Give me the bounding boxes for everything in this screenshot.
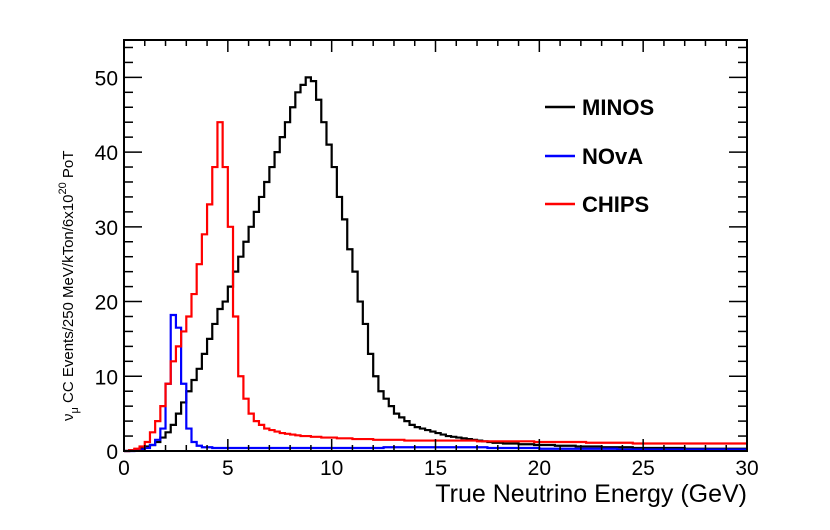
y-axis-title-mu-subscript: μ [69, 407, 81, 413]
y-tick-label: 30 [95, 217, 118, 240]
x-tick-label: 25 [631, 457, 654, 480]
y-tick-label: 10 [95, 366, 118, 389]
x-tick-label: 5 [222, 457, 234, 480]
y-axis-title-exponent: 20 [57, 182, 69, 194]
axis-ticks-group [123, 40, 748, 452]
legend-label-minos: MINOS [582, 95, 654, 120]
y-axis-title-pot: PoT [60, 151, 77, 183]
x-tick-label: 20 [528, 457, 551, 480]
y-axis-title-nu: ν [60, 414, 77, 422]
y-tick-label: 40 [95, 142, 118, 165]
x-axis-title: True Neutrino Energy (GeV) [435, 480, 747, 508]
legend-label-chips: CHIPS [582, 192, 649, 217]
y-axis-title-main: CC Events/250 MeV/kTon/6x10 [60, 195, 77, 408]
x-tick-label: 30 [735, 457, 758, 480]
y-tick-label: 50 [95, 67, 118, 90]
y-axis-title: νμ CC Events/250 MeV/kTon/6x1020 PoT [57, 151, 81, 421]
plot-series-group [124, 76, 747, 453]
series-line-minos [124, 76, 747, 453]
y-tick-label: 20 [95, 292, 118, 315]
series-line-nova [124, 313, 747, 453]
legend: MINOS NOvA CHIPS [545, 95, 654, 217]
x-tick-label: 10 [320, 457, 343, 480]
x-tick-label: 0 [118, 457, 130, 480]
x-tick-label: 15 [424, 457, 447, 480]
y-tick-label: 0 [106, 441, 118, 464]
legend-label-nova: NOvA [582, 144, 643, 169]
axis-tick-labels-group: 0 5 10 15 20 25 30 0 10 20 30 40 50 [95, 67, 759, 480]
series-line-chips [124, 121, 747, 453]
